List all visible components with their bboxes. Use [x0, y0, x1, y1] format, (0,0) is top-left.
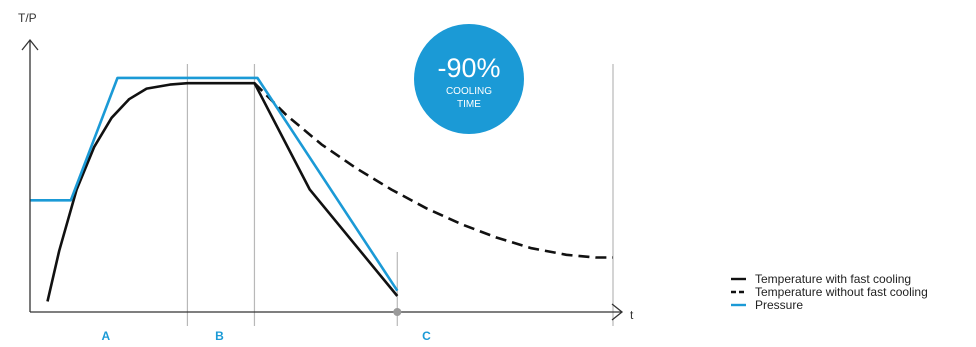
- series-line-2: [30, 76, 399, 292]
- legend-label-0: Temperature with fast cooling: [755, 272, 911, 286]
- axis-marker-dot: [393, 308, 402, 316]
- badge-value: -90%: [437, 53, 500, 83]
- series-line-0: [46, 81, 399, 302]
- x-axis-label: t: [630, 308, 634, 322]
- badge-line1: COOLING: [446, 86, 492, 97]
- y-axis-label: T/P: [18, 11, 37, 25]
- x-axis-arrow: [611, 303, 624, 321]
- y-axis-arrow: [21, 38, 39, 51]
- legend-label-2: Pressure: [755, 298, 803, 312]
- cooling-badge: [414, 24, 524, 134]
- series-line-1: [253, 82, 613, 259]
- badge-line2: TIME: [457, 99, 481, 110]
- phase-label-b: B: [215, 329, 224, 343]
- legend-label-1: Temperature without fast cooling: [755, 285, 928, 299]
- phase-label-c: C: [422, 329, 431, 343]
- phase-label-a: A: [101, 329, 110, 343]
